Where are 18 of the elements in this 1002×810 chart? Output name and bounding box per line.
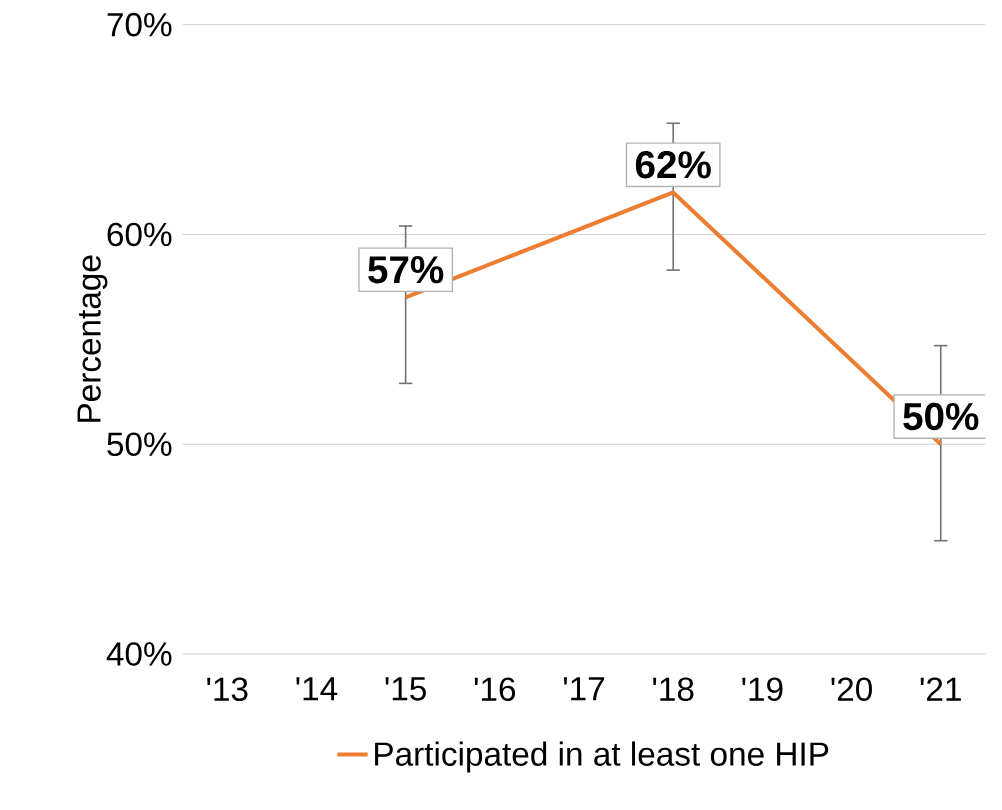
y-tick-label: 40% — [106, 642, 172, 666]
data-label: 50% — [903, 402, 979, 431]
x-tick-label: '15 — [385, 677, 426, 701]
x-tick-label: '19 — [742, 677, 783, 701]
y-tick-label: 50% — [107, 432, 172, 457]
x-tick-label: '18 — [653, 677, 694, 701]
legend-label: Participated in at least one HIP — [375, 741, 829, 773]
x-tick-label: '21 — [920, 677, 961, 701]
y-tick-label: 70% — [107, 12, 172, 37]
data-label: 57% — [368, 256, 444, 284]
x-tick-label: '20 — [831, 677, 872, 701]
data-label: 62% — [635, 151, 711, 179]
x-tick-label: '17 — [563, 677, 605, 701]
y-tick-label: 60% — [107, 222, 172, 247]
y-axis-title: Percentage — [77, 255, 108, 422]
x-tick-label: '13 — [207, 677, 248, 701]
x-tick-label: '16 — [474, 677, 516, 701]
x-tick-label: '14 — [296, 677, 338, 701]
